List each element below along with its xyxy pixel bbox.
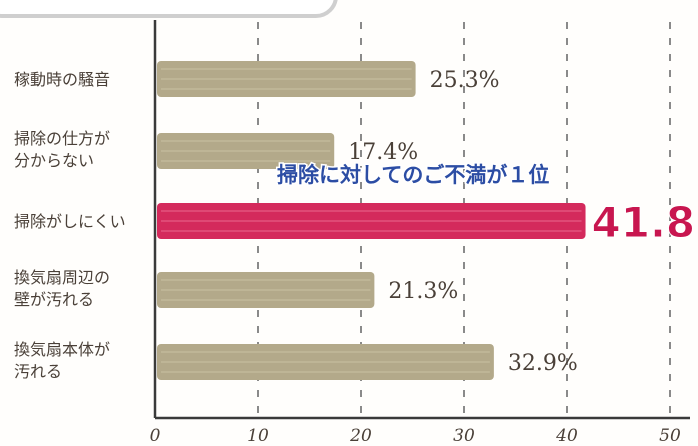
value-label: 17.4% (348, 140, 418, 165)
value-label: 32.9% (508, 351, 578, 376)
category-label: 換気扇本体が汚れる (14, 340, 110, 381)
category-label-line: 汚れる (14, 362, 62, 381)
category-label: 稼動時の騒音 (14, 70, 110, 89)
value-label-highlight: 41.8 (592, 198, 696, 247)
x-tick-label: 10 (247, 426, 269, 446)
category-label-line: 稼動時の騒音 (14, 70, 110, 89)
category-label-line: 壁が汚れる (14, 290, 94, 309)
x-tick-label: 50 (659, 426, 681, 446)
category-label-line: 掃除がしにくい (14, 212, 126, 231)
category-label: 換気扇周辺の壁が汚れる (14, 268, 110, 309)
category-label-line: 分からない (14, 151, 94, 170)
label-layer: 稼動時の騒音 25.3% 掃除の仕方が分からない 17.4% 掃除がしにくい 41.8 換気… (14, 68, 696, 381)
category-label-line: 掃除の仕方が (14, 129, 110, 148)
category-label: 掃除がしにくい (14, 212, 126, 231)
annotation-text: 掃除に対してのご不満が１位 (277, 163, 549, 187)
axis-layer: 0 10 20 30 40 50 (150, 20, 690, 446)
value-label: 25.3% (430, 68, 500, 93)
category-label: 掃除の仕方が分からない (14, 129, 110, 170)
x-tick-label: 20 (349, 426, 372, 446)
x-tick-label: 30 (453, 426, 475, 446)
x-tick-label: 0 (150, 426, 161, 446)
value-label: 21.3% (388, 279, 458, 304)
bar-layer (157, 61, 586, 380)
category-label-line: 換気扇本体が (14, 340, 110, 359)
x-tick-label: 40 (555, 426, 578, 446)
category-label-line: 換気扇周辺の (14, 268, 110, 287)
